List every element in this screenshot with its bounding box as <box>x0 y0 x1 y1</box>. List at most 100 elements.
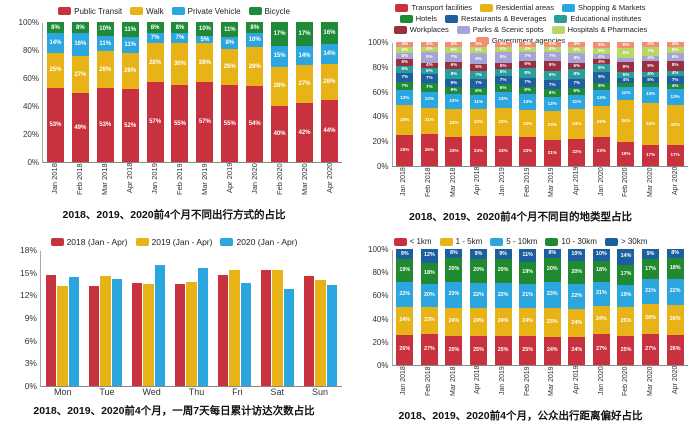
y-axis: 0% 20% 40% 60% 80% 100% <box>354 245 392 406</box>
x-axis-label-apr-2019: Apr 2019 <box>572 366 580 395</box>
segment-value-label: 22% <box>669 288 681 295</box>
segment-value-label: 7% <box>175 35 185 42</box>
bar-group-jan-2019: 24% 23% 13% 6% 7% 5% 5% 9% 4% 4% <box>494 42 512 166</box>
bar-2020-jan-apr-tue <box>111 278 123 386</box>
segment-value-label: 57% <box>149 119 162 126</box>
segment-30km: 9% <box>642 249 660 260</box>
segment-value-label: 6% <box>598 83 605 89</box>
x-axis-label-mar-2019: Mar 2019 <box>200 163 209 195</box>
segment-value-label: 17% <box>273 30 286 37</box>
x-axis-label-apr-2019: Apr 2019 <box>225 163 234 194</box>
segment-residential-areas: 24% <box>568 108 586 139</box>
bar-group-feb-2019: 25% 24% 21% 19% 11% <box>519 249 537 365</box>
segment-value-label: 6% <box>450 62 458 68</box>
segment-transport-facilities: 24% <box>494 136 512 166</box>
segment-1-5km: 23% <box>420 307 438 334</box>
chart-title-weekday-visits: 2018、2019、2020前4个月，一周7天每日累计访达次数占比 <box>33 405 315 417</box>
segment-value-label: 16% <box>323 30 336 37</box>
segment-hotels: 7% <box>420 82 438 92</box>
bar-apr-2018: 25% 24% 22% 20% 9% <box>470 249 488 365</box>
segment-bicycle: 11% <box>221 22 239 38</box>
segment-value-label: 7% <box>524 79 531 85</box>
segment-value-label: 10% <box>99 26 112 33</box>
bar-jan-2019: 25% 24% 22% 20% 9% <box>494 249 512 365</box>
bar-2018-jan-apr-thu <box>174 284 186 386</box>
bar-mar-2019: 21% 23% 12% 6% 7% 8% 8% 7% 4% 4% <box>543 42 561 166</box>
segment-1-5km: 24% <box>445 308 463 336</box>
segment-10-30km: 20% <box>568 260 586 284</box>
bar-jan-2018: 26% 24% 22% 19% 9% <box>396 249 414 365</box>
segment-hospitals-pharmacies: 5% <box>445 47 463 54</box>
segment-1km: 24% <box>543 337 561 365</box>
x-axis-label-jan-2020: Jan 2020 <box>250 163 259 194</box>
y-tick-label: 40% <box>372 112 389 122</box>
segment-hotels: 7% <box>396 81 414 91</box>
legend-label: Restaurants & Beverages <box>460 14 547 23</box>
segment-government-agencies: 4% <box>470 42 488 48</box>
segment-public-transit: 57% <box>196 82 214 162</box>
segment-1km: 26% <box>396 334 414 365</box>
segment-value-label: 17% <box>298 30 311 37</box>
x-axis-label-mar-2020: Mar 2020 <box>300 163 309 195</box>
legend-swatch-2019-jan-apr <box>135 238 149 246</box>
segment-value-label: 57% <box>198 119 211 126</box>
segment-value-label: 14% <box>620 253 632 260</box>
legend-label: 10 - 30km <box>561 237 597 246</box>
segment-walk: 28% <box>271 66 289 106</box>
bar-group-sat <box>260 269 295 386</box>
x-axis-label-tue: Tue <box>99 387 115 397</box>
segment-value-label: 5% <box>573 63 581 68</box>
bar-group-jan-2020: 27% 24% 21% 18% 10% <box>592 249 610 365</box>
segment-workplaces: 8% <box>617 61 635 72</box>
segment-value-label: 5% <box>622 71 630 77</box>
bar-apr-2019: 24% 24% 22% 20% 10% <box>568 249 586 365</box>
segment-transport-facilities: 24% <box>470 136 488 166</box>
bar-mar-2018: 53% 26% 11% 10% <box>96 22 114 162</box>
segment-value-label: 6% <box>524 61 531 67</box>
segment-value-label: 26% <box>99 66 112 73</box>
segment-value-label: 15% <box>273 53 286 60</box>
segment-value-label: 17% <box>645 265 656 272</box>
segment-hospitals-pharmacies: 4% <box>519 47 537 52</box>
segment-educational-institutes: 8% <box>519 68 537 78</box>
segment-restaurants-beverages: 7% <box>494 75 512 85</box>
bar-mar-2020: 42% 27% 14% 17% <box>296 22 314 162</box>
legend-label: Transport facilities <box>411 3 473 12</box>
bar-2018-jan-apr-sun <box>303 276 315 386</box>
segment-bicycle: 16% <box>320 22 338 45</box>
bar-group-jan-2020: 23% 25% 13% 6% 9% 6% 4% 4% 5% 5% <box>592 42 610 166</box>
segment-value-label: 18% <box>669 265 681 272</box>
segment-hotels: 6% <box>494 84 512 92</box>
segment-transport-facilities: 26% <box>420 133 438 166</box>
segment-bicycle: 17% <box>296 22 314 46</box>
segment-value-label: 7% <box>450 54 458 60</box>
segment-transport-facilities: 23% <box>445 137 463 166</box>
x-axis-label-feb-2020: Feb 2020 <box>622 167 630 197</box>
segment-parks-scenic-spots: 7% <box>445 53 463 62</box>
segment-5-10km: 21% <box>642 279 660 304</box>
segment-value-label: 8% <box>622 63 630 69</box>
segment-1-5km: 25% <box>543 308 561 338</box>
legend-item-hospitals-pharmacies: Hospitals & Pharmacies <box>551 25 647 34</box>
y-axis: 0% 3% 6% 9% 12% 15% 18% <box>6 245 40 401</box>
bar-mar-2019: 57% 28% 5% 10% <box>196 22 214 162</box>
segment-5-10km: 22% <box>396 281 414 308</box>
segment-1-5km: 24% <box>494 308 512 336</box>
legend-label: 2020 (Jan - Apr) <box>236 237 298 247</box>
segment-value-label: 22% <box>497 291 509 298</box>
segment-value-label: 8% <box>76 24 85 31</box>
segment-value-label: 24% <box>497 318 509 325</box>
segment-10-30km: 20% <box>543 258 561 282</box>
chart-panel-weekday-visits: 2018 (Jan - Apr) 2019 (Jan - Apr) 2020 (Ja… <box>0 232 348 432</box>
legend-item-walk: Walk <box>130 7 164 16</box>
segment-educational-institutes: 5% <box>494 69 512 76</box>
segment-private-vehicle: 8% <box>221 37 239 49</box>
legend-swatch-30km <box>604 237 618 246</box>
legend-label: 1 - 5km <box>455 237 483 246</box>
bar-group-mar-2018: 25% 24% 23% 20% 8% <box>445 249 463 365</box>
segment-parks-scenic-spots: 8% <box>568 53 586 64</box>
segment-value-label: 25% <box>620 317 632 324</box>
segment-walk: 26% <box>121 52 139 90</box>
segment-walk: 26% <box>320 64 338 101</box>
segment-value-label: 11% <box>572 98 582 104</box>
